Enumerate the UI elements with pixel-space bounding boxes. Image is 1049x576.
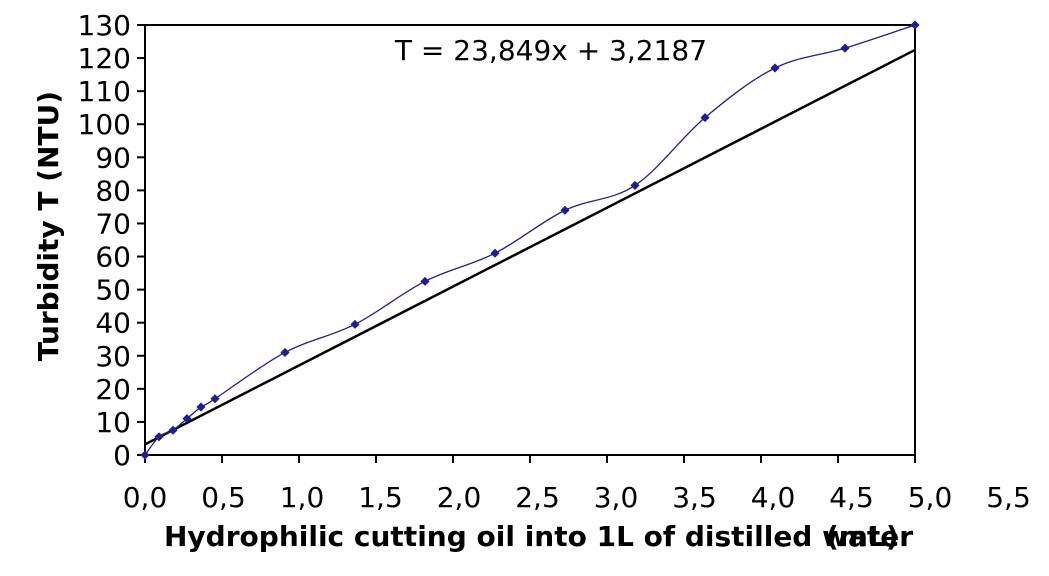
x-tick-label: 2,0	[437, 481, 482, 514]
y-tick-label: 0	[113, 439, 131, 472]
trendline-layer	[144, 48, 916, 446]
data-point	[210, 394, 220, 404]
y-tick-label: 60	[95, 241, 131, 274]
y-tick-label: 110	[78, 75, 131, 108]
data-point	[700, 113, 710, 123]
plot-border	[144, 24, 916, 456]
data-point	[196, 402, 206, 412]
data-point	[182, 414, 192, 424]
x-tick-label: 1,0	[280, 481, 325, 514]
y-tick-label: 130	[78, 9, 131, 42]
y-tick-label: 90	[95, 141, 131, 174]
y-tick-label: 30	[95, 340, 131, 373]
y-tick-label: 10	[95, 406, 131, 439]
data-point	[140, 450, 150, 460]
x-tick-label: 4,0	[751, 481, 796, 514]
y-tick-label: 80	[95, 174, 131, 207]
x-tick-label: 4,5	[829, 481, 874, 514]
data-point	[560, 205, 570, 215]
data-point	[910, 20, 920, 30]
y-tick-label: 100	[78, 108, 131, 141]
data-point	[630, 180, 640, 190]
data-point	[154, 432, 164, 442]
data-point	[280, 347, 290, 358]
series-line	[144, 24, 916, 456]
data-point	[168, 425, 178, 435]
x-tick-label: 1,5	[358, 481, 403, 514]
y-tick-label: 50	[95, 274, 131, 307]
trendline	[144, 48, 916, 446]
x-tick-label: 0,0	[123, 481, 168, 514]
x-axis: 0,0 0,5 1,0 1,5 2,0 2,5 3,0 3,5 4,0 4,5 5,0 5,5	[123, 455, 1031, 514]
y-tick-label: 20	[95, 373, 131, 406]
data-point	[350, 319, 360, 329]
data-point	[420, 276, 430, 286]
y-axis-title: Turbidity T (NTU)	[32, 91, 65, 361]
x-tick-label: 5,5	[986, 481, 1031, 514]
points-layer	[140, 20, 920, 460]
x-axis-title: Hydrophilic cutting oil into 1L of disti…	[164, 520, 913, 553]
series-layer	[144, 24, 916, 456]
y-tick-label: 120	[78, 42, 131, 75]
x-tick-label: 3,5	[672, 481, 717, 514]
x-tick-label: 3,0	[594, 481, 639, 514]
trendline-equation: T = 23,849x + 3,2187	[394, 34, 707, 67]
data-point	[840, 43, 850, 53]
x-tick-label: 2,5	[515, 481, 560, 514]
x-tick-label: 5,0	[908, 481, 953, 514]
x-tick-label: 0,5	[201, 481, 246, 514]
y-tick-label: 70	[95, 207, 131, 240]
data-point	[770, 63, 780, 73]
data-point	[490, 248, 500, 258]
y-tick-label: 40	[95, 307, 131, 340]
x-axis-unit: (mL)	[826, 520, 899, 553]
plot-frame	[144, 24, 916, 456]
